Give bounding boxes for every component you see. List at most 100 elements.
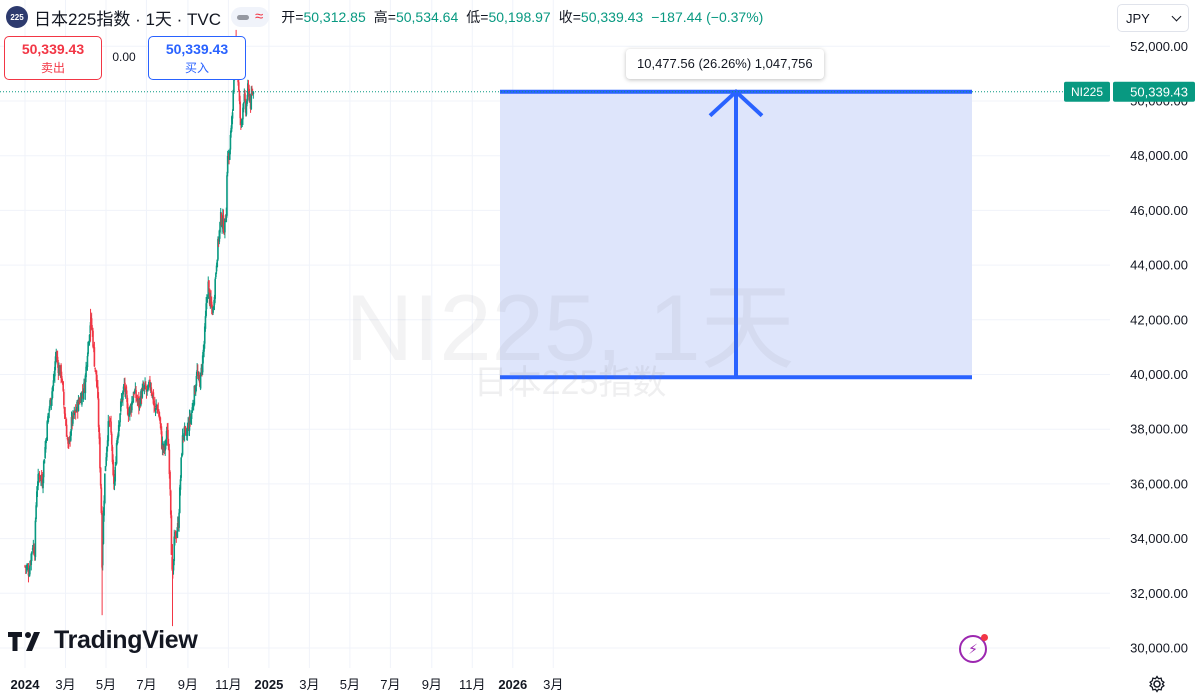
- close-readout: 收=50,339.43: [558, 9, 644, 25]
- candle-body: [115, 442, 118, 464]
- candle-body: [238, 92, 241, 102]
- x-tick-label: 5月: [340, 677, 360, 692]
- candle-body: [165, 440, 167, 444]
- candle-body: [181, 435, 184, 455]
- candle-body: [143, 385, 146, 389]
- candle-body: [180, 457, 182, 478]
- chart-header: 225 日本225指数 · 1天 · TVC ≈ 开=50,312.85 高=5…: [0, 0, 1110, 34]
- candle-body: [191, 407, 194, 413]
- candle-body: [34, 520, 37, 558]
- candle-body: [50, 398, 53, 406]
- candle-body: [95, 370, 98, 382]
- candle-body: [197, 371, 199, 376]
- candle-body: [176, 532, 178, 537]
- measure-label: 10,477.56 (26.26%) 1,047,756: [626, 49, 824, 79]
- candle-body: [98, 427, 101, 439]
- watermark-symbol: NI225, 1天: [345, 275, 795, 380]
- candle-body: [178, 487, 181, 513]
- candle-body: [147, 385, 150, 388]
- watermark-name: 日本225指数: [473, 364, 667, 402]
- candle-body: [131, 401, 133, 411]
- candle-body: [150, 387, 153, 393]
- candle-body: [44, 446, 46, 458]
- candle-body: [81, 391, 83, 405]
- price-tag-label: 50,339.43: [1130, 85, 1188, 100]
- candle-body: [192, 405, 194, 409]
- candle-body: [73, 410, 76, 416]
- y-tick-label: 38,000.00: [1130, 422, 1188, 437]
- candle-body: [217, 238, 219, 260]
- candle-body: [222, 215, 225, 232]
- symbol-logo-icon[interactable]: 225: [6, 6, 28, 28]
- y-tick-label: 36,000.00: [1130, 476, 1188, 491]
- candle-body: [111, 446, 114, 463]
- sell-label: 卖出: [40, 61, 65, 75]
- candle-body: [42, 461, 45, 478]
- candle-body: [35, 505, 37, 519]
- lightning-icon[interactable]: ⚡: [959, 634, 988, 663]
- candle-body: [64, 413, 67, 419]
- approx-icon: ≈: [255, 8, 264, 25]
- buy-button[interactable]: 50,339.43 买入: [148, 36, 246, 80]
- candle-body: [160, 423, 162, 431]
- candle-body: [65, 424, 68, 437]
- candle-body: [108, 421, 110, 424]
- candle-body: [168, 449, 171, 475]
- candle-body: [66, 437, 69, 439]
- low-readout: 低=50,198.97: [466, 9, 551, 25]
- candle-body: [212, 307, 214, 313]
- candle-body: [35, 491, 38, 507]
- candle-body: [94, 367, 96, 369]
- x-tick-label: 7月: [136, 677, 156, 692]
- y-tick-label: 52,000.00: [1130, 39, 1188, 54]
- change-readout: −187.44 (−0.37%): [651, 9, 764, 25]
- candle-body: [47, 416, 49, 424]
- candle-body: [126, 403, 129, 415]
- candle-body: [116, 437, 119, 445]
- candle-body: [160, 431, 163, 449]
- candle-body: [96, 380, 98, 389]
- tradingview-logo[interactable]: TradingView: [8, 626, 198, 655]
- candle-body: [85, 366, 87, 378]
- candle-body: [52, 380, 55, 387]
- candle-body: [74, 409, 77, 413]
- candle-body: [194, 387, 197, 393]
- candle-body: [231, 112, 234, 119]
- candle-body: [188, 416, 191, 431]
- candle-body: [86, 356, 89, 368]
- candle-body: [169, 471, 171, 490]
- candle-body: [119, 413, 121, 423]
- candle-body: [92, 330, 94, 347]
- candle-body: [152, 392, 155, 404]
- symbol-title[interactable]: 日本225指数 · 1天 · TVC: [34, 9, 222, 29]
- y-tick-label: 46,000.00: [1130, 203, 1188, 218]
- candle-body: [220, 213, 223, 226]
- candle-body: [56, 356, 58, 358]
- x-tick-label: 9月: [422, 677, 442, 692]
- sell-button[interactable]: 50,339.43 卖出: [4, 36, 102, 80]
- candle-body: [246, 83, 249, 97]
- y-tick-label: 40,000.00: [1130, 367, 1188, 382]
- candle-body: [215, 273, 217, 278]
- settings-gear-icon[interactable]: [1148, 675, 1166, 693]
- symbol-tag-label: NI225: [1071, 85, 1103, 99]
- candle-body: [172, 560, 175, 571]
- candle-body: [54, 366, 56, 377]
- candle-body: [48, 408, 51, 412]
- candle-body: [67, 438, 69, 444]
- indicator-toggle[interactable]: ≈: [231, 7, 270, 27]
- currency-select[interactable]: JPY: [1117, 4, 1189, 32]
- candle-body: [206, 299, 208, 303]
- tradingview-logo-icon: [8, 631, 40, 651]
- x-tick-label: 2026: [498, 677, 527, 692]
- candle-body: [62, 381, 64, 391]
- candle-body: [173, 536, 176, 562]
- candle-body: [165, 430, 168, 439]
- candle-body: [53, 377, 55, 379]
- candle-body: [169, 490, 172, 515]
- candle-body: [226, 155, 229, 174]
- candle-body: [63, 392, 65, 405]
- candle-body: [201, 355, 204, 373]
- candle-body: [135, 390, 137, 399]
